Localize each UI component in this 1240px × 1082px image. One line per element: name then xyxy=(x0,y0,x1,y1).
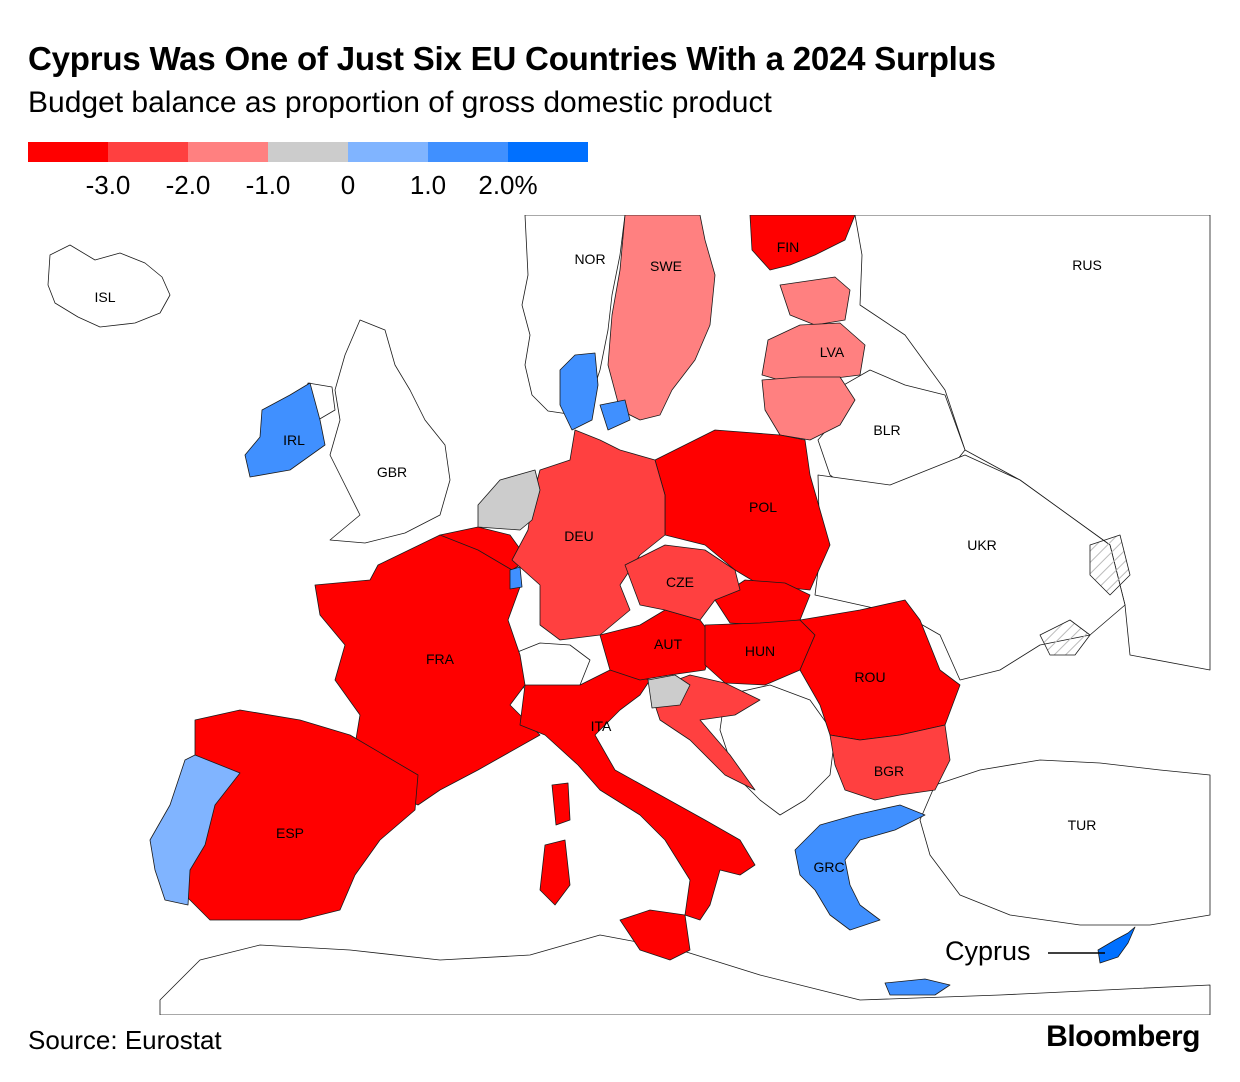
country-deu xyxy=(511,429,666,641)
color-legend: -3.0 -2.0 -1.0 0 1.0 2.0% xyxy=(28,142,588,200)
source-note: Source: Eurostat xyxy=(28,1025,222,1055)
country-gbr xyxy=(329,319,451,544)
label-lva: LVA xyxy=(820,344,845,360)
country-lux xyxy=(509,566,523,590)
legend-swatch-6 xyxy=(508,142,588,162)
country-svk xyxy=(714,579,811,626)
legend-swatch-2 xyxy=(188,142,268,162)
label-swe: SWE xyxy=(650,258,682,274)
country-ita-sardinia xyxy=(539,839,571,906)
label-blr: BLR xyxy=(873,422,900,438)
label-rus: RUS xyxy=(1072,257,1102,273)
country-est xyxy=(779,276,851,326)
region-crimea xyxy=(1039,619,1091,656)
legend-bar xyxy=(28,142,588,162)
region-donbas xyxy=(1089,534,1131,596)
label-grc: GRC xyxy=(813,859,844,875)
country-isl xyxy=(47,244,171,328)
country-bgr xyxy=(829,724,951,801)
country-dnk xyxy=(559,352,599,431)
label-gbr: GBR xyxy=(377,464,407,480)
label-ita: ITA xyxy=(591,718,612,734)
country-lva xyxy=(761,322,866,384)
bloomberg-logo: Bloomberg xyxy=(1046,1020,1200,1053)
legend-swatch-1 xyxy=(108,142,188,162)
label-ukr: UKR xyxy=(967,537,997,553)
label-cze: CZE xyxy=(666,574,694,590)
label-nor: NOR xyxy=(574,251,605,267)
country-cyp xyxy=(1097,926,1136,964)
label-irl: IRL xyxy=(283,432,305,448)
label-esp: ESP xyxy=(276,825,304,841)
legend-swatch-5 xyxy=(428,142,508,162)
country-fra-corsica xyxy=(551,782,571,826)
country-tur xyxy=(919,759,1211,926)
legend-swatch-0 xyxy=(28,142,108,162)
country-cze xyxy=(624,544,741,621)
country-irl xyxy=(244,382,326,478)
label-fra: FRA xyxy=(426,651,455,667)
country-grc-crete xyxy=(884,978,951,996)
chart-subtitle: Budget balance as proportion of gross do… xyxy=(28,86,772,119)
label-isl: ISL xyxy=(94,289,115,305)
legend-tick-label: 0 xyxy=(340,170,356,200)
country-prt xyxy=(149,754,241,906)
chart-title: Cyprus Was One of Just Six EU Countries … xyxy=(28,40,996,77)
country-ukr xyxy=(814,454,1126,681)
country-svn xyxy=(647,674,691,709)
legend-tick-label: -2.0 xyxy=(165,170,211,200)
label-tur: TUR xyxy=(1068,817,1097,833)
label-deu: DEU xyxy=(564,528,594,544)
country-nld xyxy=(477,469,541,531)
legend-swatch-3 xyxy=(268,142,348,162)
europe-map: ISL NOR SWE FIN RUS LVA BLR IRL GBR DEU … xyxy=(0,215,1240,1015)
country-grc xyxy=(794,804,926,931)
label-bgr: BGR xyxy=(874,763,904,779)
label-rou: ROU xyxy=(854,669,885,685)
label-pol: POL xyxy=(749,499,777,515)
country-ita xyxy=(519,669,756,921)
country-ltu xyxy=(761,376,856,441)
label-fin: FIN xyxy=(777,239,800,255)
label-hun: HUN xyxy=(745,643,775,659)
legend-tick-label: 1.0 xyxy=(409,170,447,200)
legend-tick-label: -1.0 xyxy=(245,170,291,200)
country-fin xyxy=(749,215,856,271)
legend-tick-label: 2.0% xyxy=(478,170,538,200)
country-dnk-islands xyxy=(599,399,631,431)
label-aut: AUT xyxy=(654,636,682,652)
legend-tick-label: -3.0 xyxy=(85,170,131,200)
country-swe xyxy=(607,215,716,421)
legend-swatch-4 xyxy=(348,142,428,162)
cyprus-callout-label: Cyprus xyxy=(945,936,1031,966)
country-ita-sicily xyxy=(619,909,691,961)
